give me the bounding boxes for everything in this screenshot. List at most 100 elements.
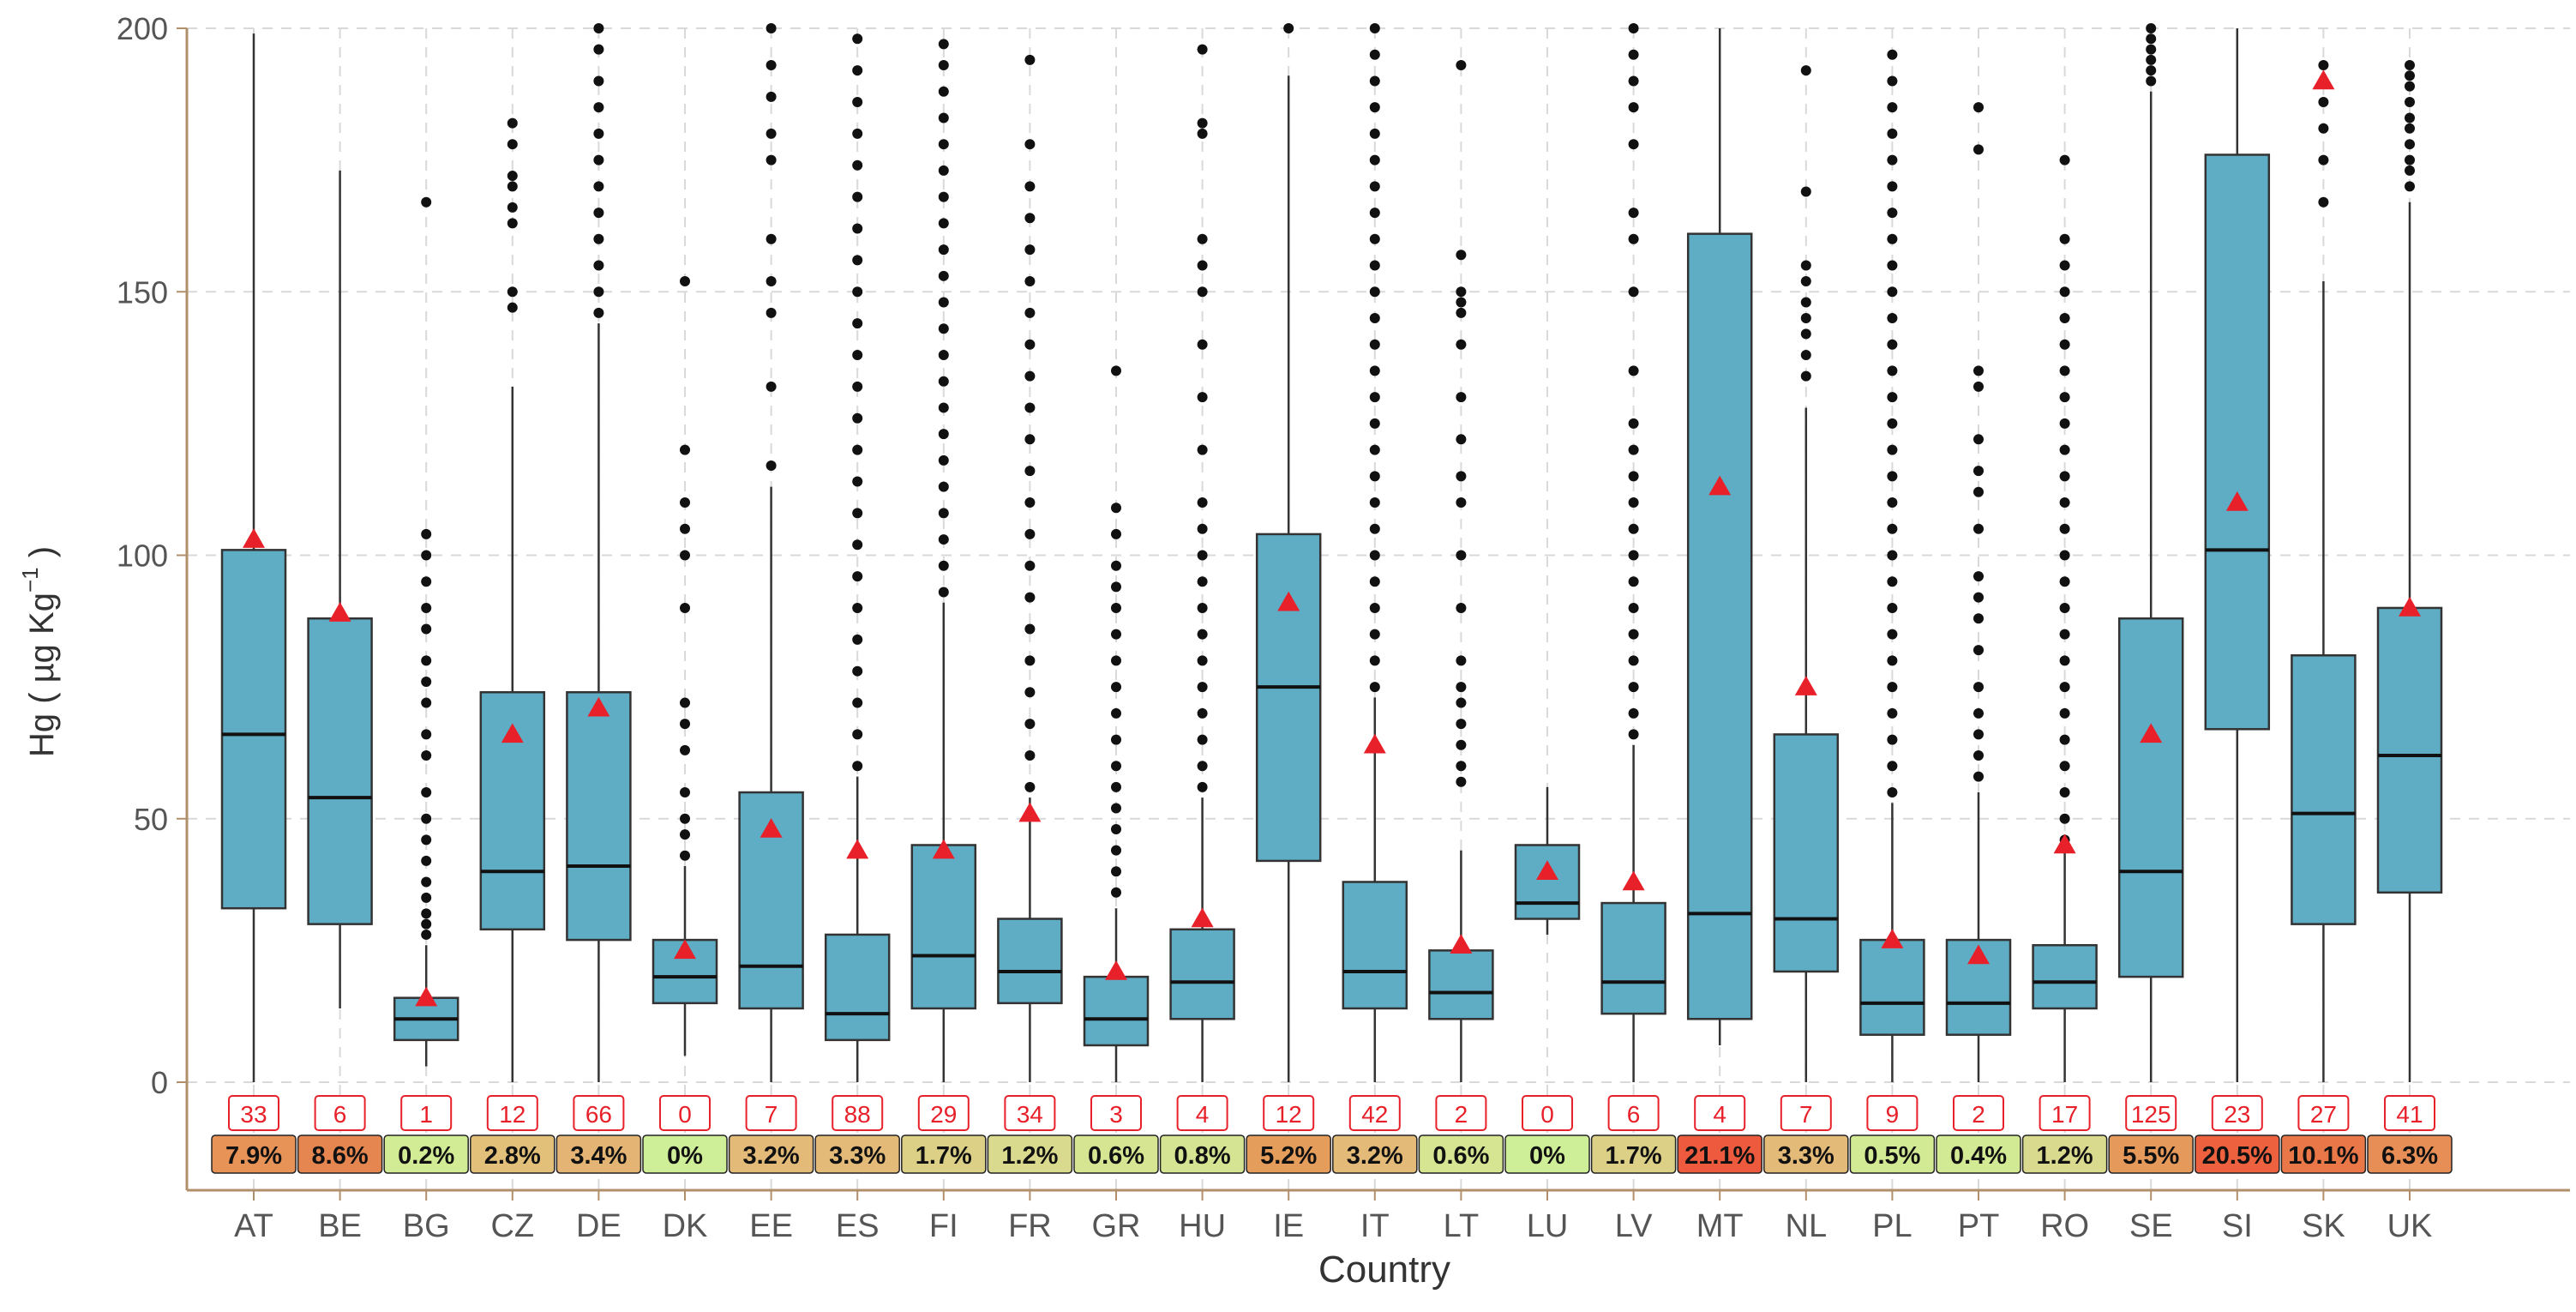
outlier-point xyxy=(1369,523,1380,534)
outlier-point xyxy=(1197,602,1208,613)
outlier-point xyxy=(1628,139,1639,150)
outlier-point xyxy=(1111,887,1121,898)
outlier-point xyxy=(852,665,863,677)
outlier-point xyxy=(2059,392,2070,403)
outlier-point xyxy=(1369,154,1380,166)
outlier-point xyxy=(1369,208,1380,219)
outlier-point xyxy=(1197,523,1208,534)
outlier-point xyxy=(766,460,777,472)
y-tick-label: 100 xyxy=(117,539,168,574)
outlier-point xyxy=(2059,707,2070,719)
outlier-point xyxy=(507,181,518,192)
outlier-point xyxy=(1197,781,1208,792)
box-pt xyxy=(1945,792,2012,1082)
outlier-point xyxy=(1456,471,1467,482)
outlier-point xyxy=(2059,602,2070,613)
outlier-point xyxy=(1369,629,1380,640)
outlier-point xyxy=(1887,629,1898,640)
percent-label: 0.6% xyxy=(1432,1142,1489,1170)
outlier-point xyxy=(1887,655,1898,666)
count-label: 42 xyxy=(1361,1101,1388,1128)
outlier-point xyxy=(1887,233,1898,244)
outlier-point xyxy=(2059,312,2070,323)
percent-label-box xyxy=(555,1134,642,1174)
percent-label: 20.5% xyxy=(2202,1142,2273,1170)
outlier-point xyxy=(1800,275,1811,286)
outlier-point xyxy=(1024,528,1036,539)
outlier-point xyxy=(1973,707,1984,719)
outlier-point xyxy=(1197,444,1208,455)
outlier-point xyxy=(507,117,518,129)
y-axis-title-main: Hg ( µg Kg xyxy=(23,593,61,757)
outlier-point xyxy=(1369,550,1380,561)
iqr-box xyxy=(1686,232,1753,1020)
outlier-point xyxy=(1111,602,1121,613)
outlier-point xyxy=(1456,392,1467,403)
outlier-point xyxy=(1111,761,1121,772)
outlier-point xyxy=(1628,444,1639,455)
outlier-point xyxy=(938,270,949,281)
outlier-point xyxy=(852,571,863,582)
outlier-point xyxy=(421,550,432,561)
iqr-box xyxy=(2117,617,2184,978)
iqr-box xyxy=(2204,153,2271,731)
mean-marker xyxy=(2053,834,2076,854)
outlier-point xyxy=(1628,418,1639,429)
outlier-point xyxy=(1197,339,1208,350)
x-tick-label: NL xyxy=(1786,1208,1828,1244)
mean-marker xyxy=(1277,591,1300,611)
outlier-point xyxy=(938,60,949,71)
outlier-point xyxy=(1887,444,1898,455)
outlier-point xyxy=(593,286,604,298)
box-ee xyxy=(738,486,804,1082)
percent-label: 5.5% xyxy=(2123,1142,2179,1170)
outlier-point xyxy=(421,855,432,866)
outlier-point xyxy=(680,444,690,455)
outlier-point xyxy=(593,128,604,139)
outlier-point xyxy=(593,260,604,271)
outlier-point xyxy=(680,550,690,561)
outlier-point xyxy=(2146,44,2157,55)
outlier-point xyxy=(507,171,518,182)
outlier-point xyxy=(1800,349,1811,360)
outlier-point xyxy=(1024,370,1036,382)
outlier-layer xyxy=(421,23,2415,940)
outlier-point xyxy=(852,97,863,108)
outlier-point xyxy=(938,481,949,492)
box-lv xyxy=(1600,744,1666,1082)
mean-marker xyxy=(2140,723,2163,743)
outlier-point xyxy=(680,602,690,613)
mean-marker xyxy=(501,723,524,743)
outlier-point xyxy=(852,634,863,645)
outlier-point xyxy=(938,139,949,150)
outlier-point xyxy=(1197,260,1208,271)
outlier-point xyxy=(852,159,863,171)
outlier-point xyxy=(1456,550,1467,561)
outlier-point xyxy=(1973,466,1984,477)
outlier-point xyxy=(766,381,777,392)
y-tick-label: 200 xyxy=(117,11,168,46)
percent-label: 5.2% xyxy=(1260,1142,1317,1170)
outlier-point xyxy=(421,528,432,539)
mean-marker xyxy=(1622,870,1645,891)
outlier-point xyxy=(852,444,863,455)
outlier-point xyxy=(2405,139,2415,150)
outlier-point xyxy=(1628,729,1639,740)
outlier-point xyxy=(507,218,518,229)
outlier-point xyxy=(2059,523,2070,534)
iqr-box xyxy=(1514,844,1581,920)
outlier-point xyxy=(2059,444,2070,455)
outlier-point xyxy=(1800,65,1811,76)
outlier-point xyxy=(938,560,949,571)
iqr-box xyxy=(2032,943,2098,1010)
mean-marker xyxy=(932,839,955,859)
iqr-box xyxy=(1169,928,1235,1020)
outlier-point xyxy=(1111,655,1121,666)
outlier-point xyxy=(2059,655,2070,666)
outlier-point xyxy=(1973,682,1984,693)
box-nl xyxy=(1773,407,1840,1082)
outlier-point xyxy=(1111,845,1121,856)
box-lt xyxy=(1428,850,1494,1082)
